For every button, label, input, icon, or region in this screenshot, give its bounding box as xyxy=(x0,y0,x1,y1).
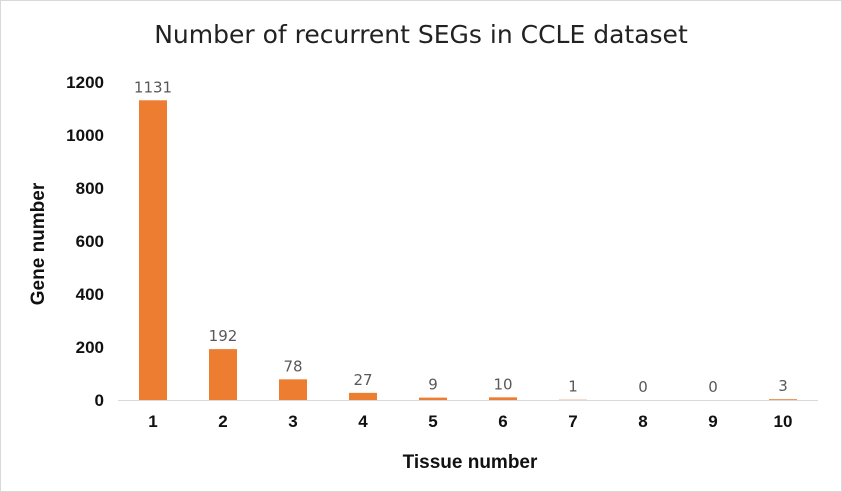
x-tick-label: 4 xyxy=(358,412,368,431)
data-label-8: 0 xyxy=(638,378,648,396)
data-label-10: 3 xyxy=(778,377,788,395)
x-axis-ticks: 1 2 3 4 5 6 7 8 9 10 xyxy=(148,412,792,431)
data-label-2: 192 xyxy=(209,327,238,345)
data-label-5: 9 xyxy=(428,376,438,394)
bar-6 xyxy=(489,397,517,400)
data-label-6: 10 xyxy=(493,375,512,393)
bar-10 xyxy=(769,399,797,400)
x-tick-label: 8 xyxy=(638,412,647,431)
data-label-7: 1 xyxy=(568,378,578,396)
data-label-4: 27 xyxy=(353,371,372,389)
y-tick-label: 1200 xyxy=(66,73,104,92)
x-tick-label: 5 xyxy=(428,412,437,431)
y-tick-label: 200 xyxy=(76,338,104,357)
x-axis-title: Tissue number xyxy=(403,452,538,473)
bar-5 xyxy=(419,397,447,400)
bar-2 xyxy=(209,349,237,400)
y-axis-ticks: 0 200 400 600 800 1000 1200 xyxy=(66,73,104,410)
x-tick-label: 9 xyxy=(708,412,717,431)
x-tick-label: 6 xyxy=(498,412,507,431)
x-tick-label: 1 xyxy=(148,412,157,431)
y-axis-title: Gene number xyxy=(28,182,49,305)
y-tick-label: 400 xyxy=(76,285,104,304)
x-tick-label: 10 xyxy=(774,412,793,431)
data-label-9: 0 xyxy=(708,378,718,396)
chart-title: Number of recurrent SEGs in CCLE dataset xyxy=(154,20,688,49)
data-label-1: 1131 xyxy=(134,78,172,96)
bars xyxy=(139,100,797,400)
y-tick-label: 0 xyxy=(95,391,104,410)
y-tick-label: 600 xyxy=(76,232,104,251)
y-tick-label: 1000 xyxy=(66,126,104,145)
data-label-3: 78 xyxy=(283,357,302,375)
x-tick-label: 7 xyxy=(568,412,577,431)
y-tick-label: 800 xyxy=(76,179,104,198)
bar-4 xyxy=(349,392,377,400)
x-tick-label: 2 xyxy=(218,412,227,431)
bar-1 xyxy=(139,100,167,400)
x-tick-label: 3 xyxy=(288,412,297,431)
bar-3 xyxy=(279,379,307,400)
